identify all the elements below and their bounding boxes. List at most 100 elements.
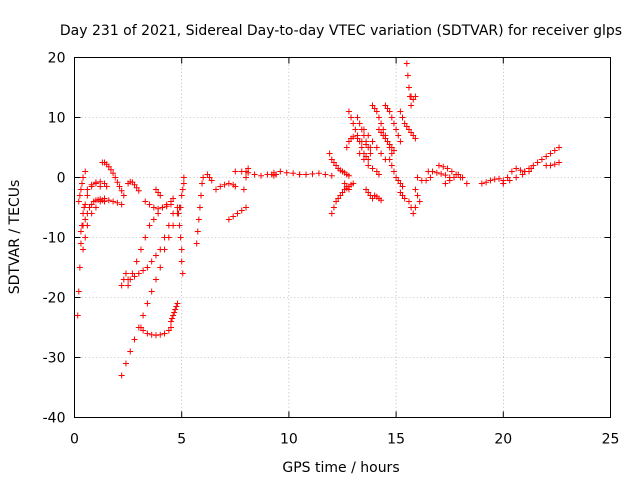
data-point: [133, 258, 140, 265]
data-point: [416, 198, 423, 205]
data-point: [373, 144, 380, 151]
data-point: [97, 198, 104, 205]
data-point: [517, 167, 524, 174]
data-point: [82, 168, 89, 175]
data-series: [137, 324, 174, 339]
data-point: [80, 174, 87, 181]
data-series: [118, 204, 181, 289]
data-point: [551, 161, 558, 168]
data-point: [448, 168, 455, 175]
data-point: [178, 246, 185, 253]
data-point: [82, 201, 89, 208]
data-point: [152, 276, 159, 283]
data-point: [358, 144, 365, 151]
data-point: [177, 204, 184, 211]
data-point: [345, 186, 352, 193]
x-tick-labels: 0 5 10 15 20 25: [70, 432, 619, 448]
data-point: [114, 199, 121, 206]
data-point: [350, 133, 357, 140]
data-point: [122, 270, 129, 277]
data-point: [378, 197, 385, 204]
data-series: [412, 186, 423, 205]
data-series: [232, 168, 303, 179]
data-point: [157, 331, 164, 338]
chart-title: Day 231 of 2021, Sidereal Day-to-day VTE…: [60, 23, 622, 39]
data-point: [350, 120, 357, 127]
data-point: [408, 102, 415, 109]
data-point: [496, 175, 503, 182]
data-point: [399, 114, 406, 121]
data-point: [401, 195, 408, 202]
data-point: [148, 258, 155, 265]
y-tick-label: 0: [57, 171, 66, 187]
data-point: [367, 150, 374, 157]
data-point: [403, 60, 410, 67]
data-series: [382, 102, 404, 145]
x-tick-label: 15: [387, 432, 405, 448]
data-point: [131, 336, 138, 343]
data-point: [455, 171, 462, 178]
data-point: [345, 108, 352, 115]
data-point: [140, 327, 147, 334]
data-point: [82, 216, 89, 223]
data-point: [290, 170, 297, 177]
data-point: [169, 315, 176, 322]
data-point: [75, 288, 82, 295]
data-point: [167, 318, 174, 325]
data-point: [369, 138, 376, 145]
data-series: [152, 186, 164, 199]
data-point: [350, 180, 357, 187]
data-series: [204, 171, 215, 184]
data-point: [273, 171, 280, 178]
data-point: [171, 309, 178, 316]
data-point: [175, 210, 182, 217]
data-point: [378, 120, 385, 127]
data-point: [146, 222, 153, 229]
data-series: [193, 174, 207, 247]
data-point: [412, 186, 419, 193]
data-point: [140, 312, 147, 319]
data-series: [240, 165, 252, 193]
data-point: [157, 192, 164, 199]
data-point: [161, 234, 168, 241]
data-point: [390, 147, 397, 154]
data-point: [378, 150, 385, 157]
y-tick-labels: -40 -30 -20 -10 0 10 20: [43, 51, 66, 427]
data-point: [84, 222, 91, 229]
data-point: [127, 276, 134, 283]
data-point: [225, 216, 232, 223]
data-point: [356, 150, 363, 157]
data-series: [369, 102, 395, 157]
data-point: [354, 132, 361, 139]
data-point: [405, 84, 412, 91]
data-point: [526, 165, 533, 172]
data-point: [513, 174, 520, 181]
data-point: [414, 174, 421, 181]
data-point: [77, 240, 84, 247]
data-point: [388, 162, 395, 169]
data-point: [101, 195, 108, 202]
data-point: [238, 168, 245, 175]
data-point: [373, 108, 380, 115]
data-series: [142, 198, 174, 212]
data-point: [152, 252, 159, 259]
data-point: [360, 156, 367, 163]
data-series: [425, 168, 453, 181]
data-point: [103, 183, 110, 190]
data-point: [556, 159, 563, 166]
x-tick-label: 5: [177, 432, 186, 448]
data-point: [442, 172, 449, 179]
data-point: [547, 162, 554, 169]
data-point: [508, 168, 515, 175]
data-point: [140, 267, 147, 274]
data-point: [251, 171, 258, 178]
grid: [74, 57, 611, 418]
data-point: [330, 204, 337, 211]
data-point: [423, 177, 430, 184]
data-point: [77, 228, 84, 235]
data-point: [84, 186, 91, 193]
data-series: [125, 178, 142, 194]
data-series: [341, 180, 352, 193]
data-point: [179, 270, 186, 277]
data-point: [390, 120, 397, 127]
